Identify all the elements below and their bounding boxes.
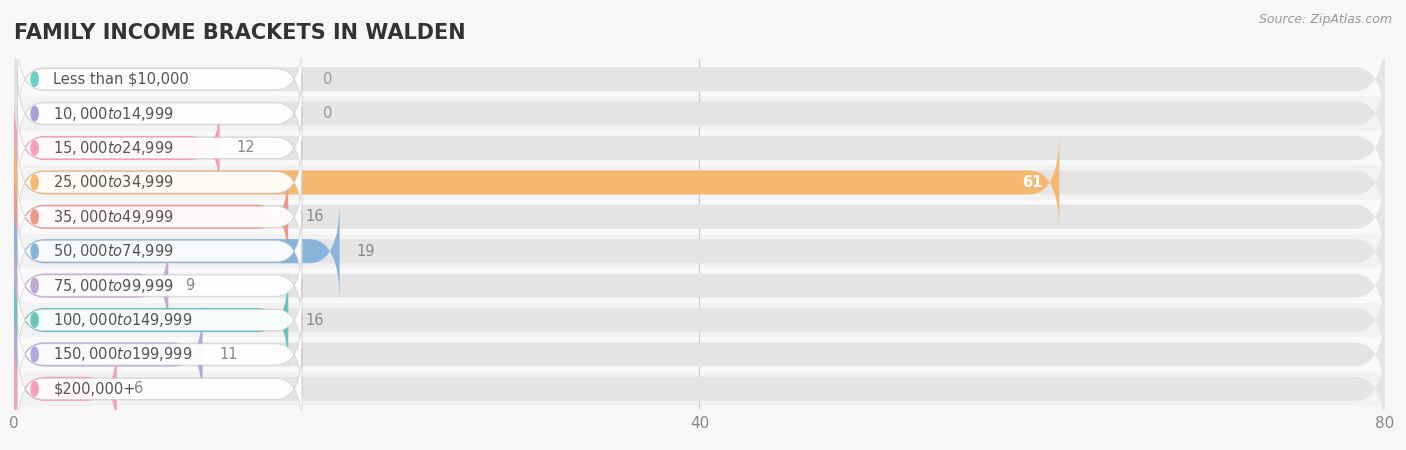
- Text: 61: 61: [1022, 175, 1042, 190]
- Bar: [14, 234, 1385, 268]
- Text: Source: ZipAtlas.com: Source: ZipAtlas.com: [1258, 14, 1392, 27]
- Bar: [14, 337, 1385, 372]
- FancyBboxPatch shape: [17, 279, 302, 361]
- Bar: [14, 62, 1385, 96]
- Bar: [14, 372, 1385, 406]
- Text: $150,000 to $199,999: $150,000 to $199,999: [53, 346, 193, 364]
- FancyBboxPatch shape: [14, 63, 1385, 163]
- FancyBboxPatch shape: [14, 98, 1385, 198]
- Text: 9: 9: [186, 278, 194, 293]
- Circle shape: [31, 175, 38, 189]
- FancyBboxPatch shape: [14, 305, 1385, 405]
- Bar: [14, 96, 1385, 131]
- Bar: [14, 131, 1385, 165]
- Text: $15,000 to $24,999: $15,000 to $24,999: [53, 139, 174, 157]
- Circle shape: [31, 72, 38, 86]
- Bar: [14, 200, 1385, 234]
- FancyBboxPatch shape: [17, 210, 302, 292]
- Text: 6: 6: [134, 381, 143, 396]
- Text: 11: 11: [219, 347, 238, 362]
- Text: $25,000 to $34,999: $25,000 to $34,999: [53, 173, 174, 191]
- Circle shape: [31, 244, 38, 258]
- Text: Less than $10,000: Less than $10,000: [53, 72, 190, 87]
- FancyBboxPatch shape: [14, 270, 288, 370]
- Text: 16: 16: [305, 209, 323, 224]
- Text: 0: 0: [322, 72, 332, 87]
- Circle shape: [31, 106, 38, 121]
- Text: 12: 12: [236, 140, 256, 155]
- Text: $100,000 to $149,999: $100,000 to $149,999: [53, 311, 193, 329]
- Circle shape: [31, 210, 38, 224]
- Circle shape: [31, 141, 38, 155]
- FancyBboxPatch shape: [14, 132, 1385, 232]
- Circle shape: [31, 279, 38, 293]
- FancyBboxPatch shape: [14, 167, 288, 267]
- FancyBboxPatch shape: [14, 305, 202, 405]
- Text: $200,000+: $200,000+: [53, 381, 136, 396]
- Text: $35,000 to $49,999: $35,000 to $49,999: [53, 208, 174, 226]
- FancyBboxPatch shape: [17, 107, 302, 189]
- FancyBboxPatch shape: [14, 98, 219, 198]
- FancyBboxPatch shape: [17, 176, 302, 258]
- Circle shape: [31, 313, 38, 327]
- FancyBboxPatch shape: [14, 339, 117, 439]
- FancyBboxPatch shape: [17, 141, 302, 223]
- Bar: [14, 165, 1385, 200]
- FancyBboxPatch shape: [14, 132, 1059, 232]
- Circle shape: [31, 382, 38, 396]
- FancyBboxPatch shape: [17, 348, 302, 430]
- Text: 0: 0: [322, 106, 332, 121]
- Text: 16: 16: [305, 313, 323, 328]
- FancyBboxPatch shape: [14, 29, 1385, 129]
- FancyBboxPatch shape: [14, 167, 1385, 267]
- FancyBboxPatch shape: [14, 270, 1385, 370]
- FancyBboxPatch shape: [17, 72, 302, 155]
- FancyBboxPatch shape: [17, 38, 302, 120]
- Text: FAMILY INCOME BRACKETS IN WALDEN: FAMILY INCOME BRACKETS IN WALDEN: [14, 23, 465, 43]
- FancyBboxPatch shape: [14, 236, 1385, 336]
- FancyBboxPatch shape: [14, 339, 1385, 439]
- FancyBboxPatch shape: [14, 201, 340, 301]
- Bar: [14, 303, 1385, 337]
- FancyBboxPatch shape: [17, 245, 302, 327]
- FancyBboxPatch shape: [17, 313, 302, 396]
- Circle shape: [31, 347, 38, 362]
- Text: $75,000 to $99,999: $75,000 to $99,999: [53, 277, 174, 295]
- Text: $10,000 to $14,999: $10,000 to $14,999: [53, 104, 174, 122]
- FancyBboxPatch shape: [14, 236, 169, 336]
- Text: 19: 19: [357, 244, 375, 259]
- Bar: [14, 268, 1385, 303]
- FancyBboxPatch shape: [14, 201, 1385, 301]
- Text: $50,000 to $74,999: $50,000 to $74,999: [53, 242, 174, 260]
